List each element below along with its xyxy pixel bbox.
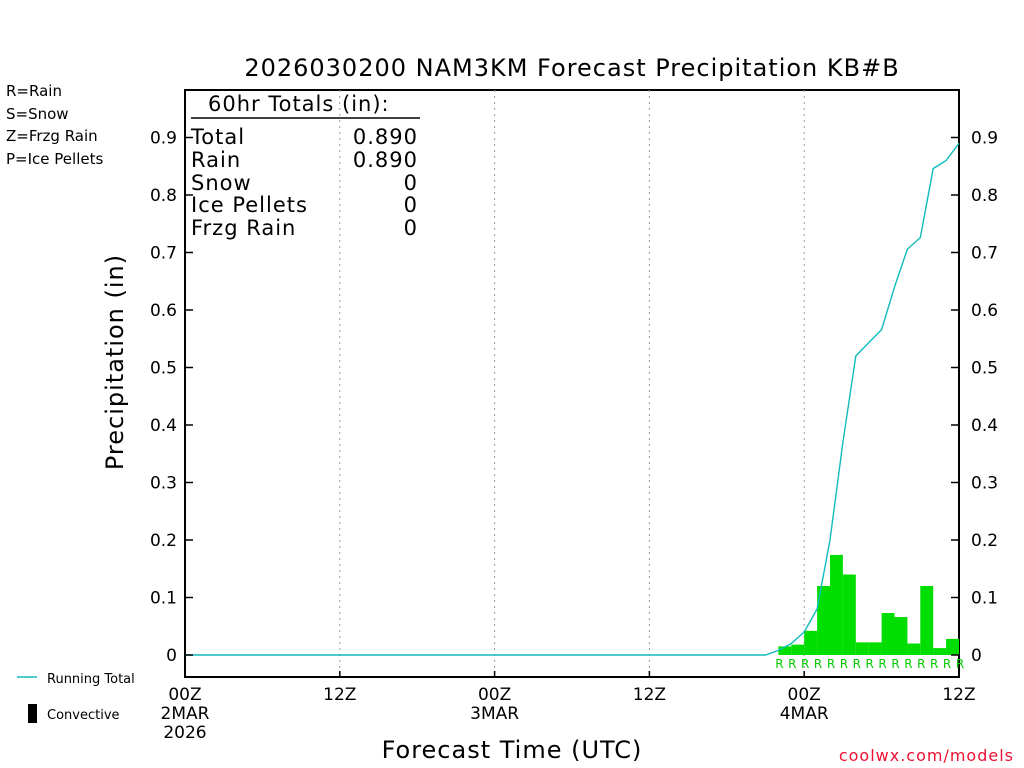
- ptype-label: R: [930, 657, 938, 671]
- totals-row-value: 0.890: [353, 125, 418, 149]
- ptype-label: R: [878, 657, 886, 671]
- ptype-label: R: [917, 657, 925, 671]
- rain-bar: [855, 642, 869, 655]
- x-tick-label: 00Z: [788, 685, 821, 705]
- rain-bar: [778, 646, 792, 655]
- totals-row-name: Frzg Rain: [191, 216, 296, 240]
- totals-row-value: 0: [404, 171, 418, 195]
- y-tick-label: 0.6: [150, 301, 177, 321]
- y-tick-label: 0.7: [971, 244, 998, 264]
- x-tick-label: 2MAR: [161, 704, 210, 724]
- ptype-label: R: [904, 657, 912, 671]
- totals-row-name: Rain: [191, 148, 241, 172]
- bottom-legend: Running Total Convective: [17, 672, 135, 723]
- running-total-polyline: [185, 142, 960, 656]
- x-tick-label: 00Z: [168, 685, 201, 705]
- credit-text: coolwx.com/models: [839, 746, 1014, 765]
- y-tick-label: 0.8: [971, 186, 998, 206]
- rain-bar: [881, 613, 895, 655]
- legend-rain: R=Rain: [6, 82, 62, 100]
- totals-row-name: Snow: [191, 171, 252, 195]
- rain-bar: [920, 586, 934, 655]
- y-tick-label: 0.2: [971, 531, 998, 551]
- y-axis-ticks: 0 00.1 0.10.2 0.20.3 0.30.4 0.40.5 0.50.6 0.60.…: [150, 129, 998, 667]
- y-tick-label: 0.4: [971, 416, 998, 436]
- y-tick-label: 0.8: [150, 186, 177, 206]
- y-axis-label: Precipitation (in): [101, 254, 129, 470]
- rain-bars: [778, 554, 959, 655]
- convective-legend-label: Convective: [47, 708, 120, 723]
- grid-lines: [339, 90, 805, 677]
- rain-bar: [894, 617, 908, 655]
- ptype-label: R: [866, 657, 874, 671]
- x-tick-label: 3MAR: [470, 704, 519, 724]
- x-axis-label: Forecast Time (UTC): [382, 736, 643, 764]
- legend-ice-pellets: P=Ice Pellets: [6, 150, 103, 168]
- y-tick-label: 0.5: [971, 359, 998, 379]
- legend-freezing-rain: Z=Frzg Rain: [6, 127, 98, 145]
- ptype-label: R: [827, 657, 835, 671]
- rain-bar: [791, 644, 805, 655]
- rain-bar: [933, 648, 947, 655]
- y-tick-label: 0.7: [150, 244, 177, 264]
- ptype-label: R: [943, 657, 951, 671]
- y-tick-label: 0.1: [971, 589, 998, 609]
- x-tick-label: 2026: [163, 723, 206, 743]
- chart-title: 2026030200 NAM3KM Forecast Precipitation…: [244, 54, 899, 82]
- y-tick-label: 0.6: [971, 301, 998, 321]
- ptype-label: R: [840, 657, 848, 671]
- y-tick-label: 0.3: [150, 474, 177, 494]
- running-total-legend-label: Running Total: [47, 672, 135, 687]
- running-total-line: [185, 142, 960, 656]
- plot-frame: [184, 89, 960, 678]
- legend-snow: S=Snow: [6, 105, 69, 123]
- ptype-label: R: [891, 657, 899, 671]
- x-tick-label: 00Z: [478, 685, 511, 705]
- rain-bar: [830, 554, 843, 655]
- y-tick-label: 0.9: [150, 129, 177, 149]
- convective-legend-swatch: [28, 704, 37, 723]
- totals-row-value: 0.890: [353, 148, 418, 172]
- rain-bar: [868, 642, 882, 655]
- ptype-label: R: [801, 657, 809, 671]
- y-tick-label: 0.5: [150, 359, 177, 379]
- totals-header: 60hr Totals (in):: [208, 92, 390, 116]
- x-tick-label: 12Z: [942, 685, 975, 705]
- y-tick-label: 0.3: [971, 474, 998, 494]
- precip-type-legend: R=Rain S=Snow Z=Frzg Rain P=Ice Pellets: [6, 82, 103, 168]
- y-tick-label: 0: [971, 646, 982, 666]
- y-tick-label: 0.1: [150, 589, 177, 609]
- ptype-label: R: [814, 657, 822, 671]
- ptype-label: R: [956, 657, 964, 671]
- y-tick-label: 0: [166, 646, 177, 666]
- x-tick-label: 4MAR: [780, 704, 829, 724]
- rain-bar: [842, 574, 856, 655]
- ptype-label: R: [788, 657, 796, 671]
- totals-row-value: 0: [404, 193, 418, 217]
- totals-row-name: Ice Pellets: [191, 193, 308, 217]
- x-tick-label: 12Z: [633, 685, 666, 705]
- rain-bar: [817, 586, 830, 655]
- x-tick-label: 12Z: [323, 685, 356, 705]
- y-tick-label: 0.4: [150, 416, 177, 436]
- totals-row-value: 0: [404, 216, 418, 240]
- rain-bar: [946, 638, 959, 655]
- totals-box: 60hr Totals (in): Total 0.890 Rain 0.890…: [190, 92, 420, 240]
- ptype-label: R: [775, 657, 783, 671]
- rain-bar: [907, 643, 921, 655]
- y-tick-label: 0.9: [971, 129, 998, 149]
- rain-bar: [804, 630, 818, 655]
- y-tick-label: 0.2: [150, 531, 177, 551]
- ptype-label: R: [853, 657, 861, 671]
- totals-row-name: Total: [190, 125, 245, 149]
